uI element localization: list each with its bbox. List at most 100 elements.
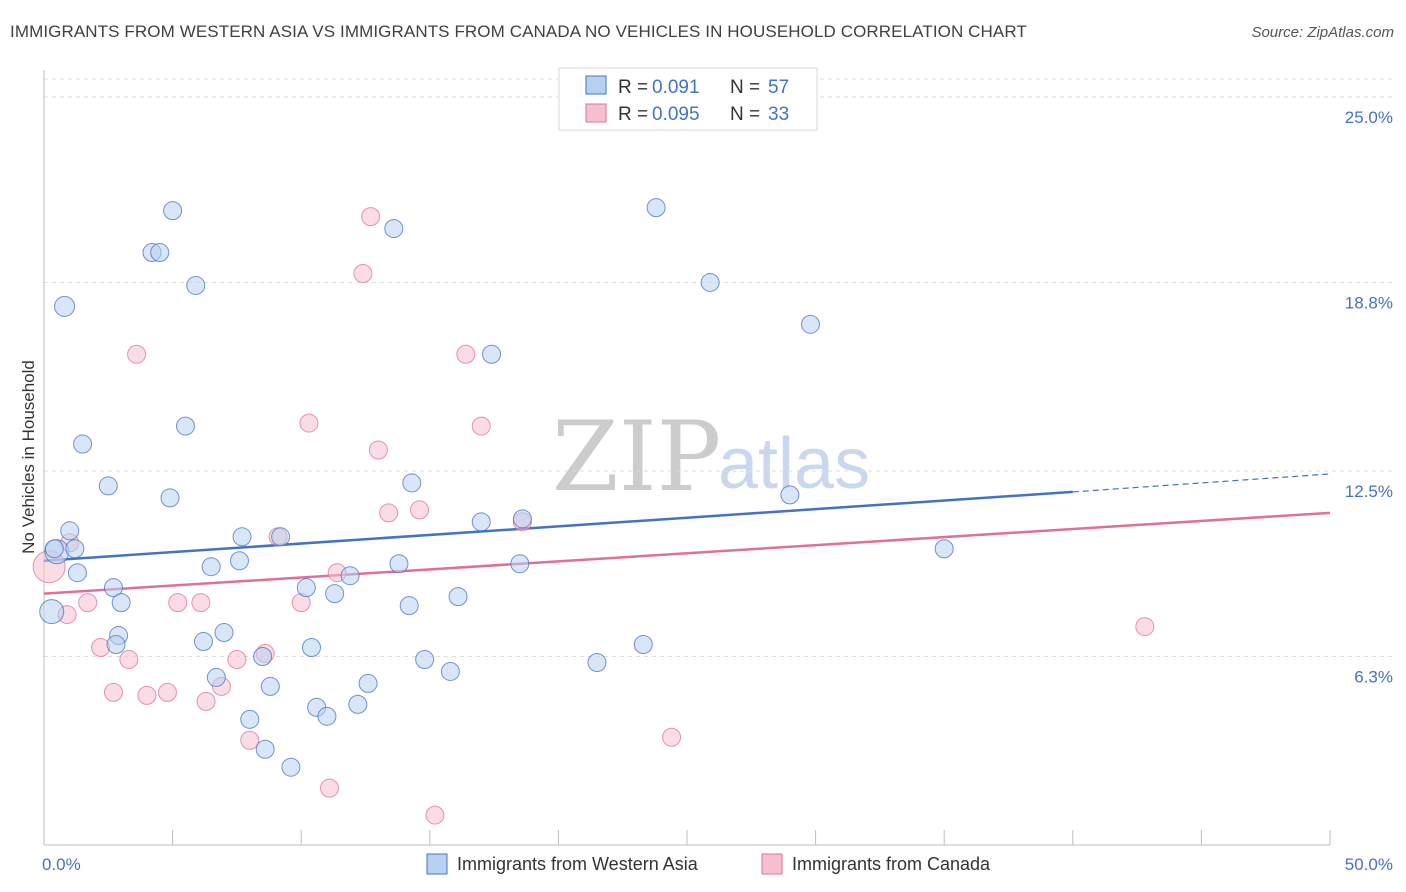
point-western-asia	[260, 676, 280, 696]
legend-n-value-2: 33	[768, 104, 789, 125]
point-western-asia	[73, 434, 93, 454]
point-canada	[227, 649, 247, 669]
point-western-asia	[800, 314, 820, 334]
point-canada	[137, 685, 157, 705]
legend: R = 0.091 N = 57 R = 0.095 N = 33	[558, 67, 818, 131]
point-western-asia	[389, 554, 409, 574]
y-tick-labels: 6.3% 12.5% 18.8% 25.0%	[1345, 108, 1393, 687]
trend-line-canada	[43, 511, 1331, 595]
point-western-asia	[150, 243, 170, 263]
point-western-asia	[700, 272, 720, 292]
legend-swatch-pink	[585, 103, 607, 123]
point-western-asia	[482, 344, 502, 364]
point-western-asia	[510, 554, 530, 574]
point-canada	[319, 778, 339, 798]
point-western-asia	[39, 599, 65, 625]
legend-r-label-1: R =	[618, 77, 648, 98]
point-western-asia	[186, 275, 206, 295]
point-western-asia	[633, 635, 653, 655]
y-tick-label: 18.8%	[1345, 293, 1393, 312]
grid	[44, 78, 1395, 657]
point-western-asia	[44, 539, 64, 559]
point-canada	[91, 638, 111, 658]
point-canada	[456, 344, 476, 364]
point-western-asia	[415, 649, 435, 669]
points	[32, 198, 1155, 825]
point-western-asia	[255, 739, 275, 759]
watermark-zip: ZIP	[552, 401, 721, 513]
point-western-asia	[317, 706, 337, 726]
point-western-asia	[471, 512, 491, 532]
point-western-asia	[175, 416, 195, 436]
point-western-asia	[160, 488, 180, 508]
point-western-asia	[240, 709, 260, 729]
point-canada	[353, 263, 373, 283]
y-axis-label: No Vehicles in Household	[19, 360, 38, 554]
point-western-asia	[193, 632, 213, 652]
legend-r-label-2: R =	[618, 104, 648, 125]
point-canada	[299, 413, 319, 433]
point-western-asia	[98, 476, 118, 496]
bottom-legend-label-western-asia: Immigrants from Western Asia	[457, 854, 699, 874]
legend-n-label-2: N =	[730, 104, 760, 125]
point-western-asia	[587, 652, 607, 672]
point-canada	[425, 805, 445, 825]
y-tick-label: 12.5%	[1345, 482, 1393, 501]
chart-title: IMMIGRANTS FROM WESTERN ASIA VS IMMIGRAN…	[10, 22, 1027, 41]
point-canada	[191, 593, 211, 613]
axes	[43, 70, 1331, 846]
point-western-asia	[440, 661, 460, 681]
point-western-asia	[281, 757, 301, 777]
point-western-asia	[214, 623, 234, 643]
point-western-asia	[448, 587, 468, 607]
point-western-asia	[201, 557, 221, 577]
point-canada	[361, 207, 381, 227]
point-canada	[471, 416, 491, 436]
bottom-legend: Immigrants from Western Asia Immigrants …	[426, 853, 991, 875]
legend-r-value-1: 0.091	[652, 77, 700, 98]
point-western-asia	[646, 198, 666, 218]
y-tick-label: 25.0%	[1345, 108, 1393, 127]
point-canada	[119, 649, 139, 669]
legend-n-value-1: 57	[768, 77, 789, 98]
legend-swatch-blue	[585, 75, 607, 95]
bottom-legend-swatch-western-asia	[426, 853, 448, 875]
point-western-asia	[325, 584, 345, 604]
point-western-asia	[358, 673, 378, 693]
trend-lines	[43, 473, 1331, 595]
point-western-asia	[253, 646, 273, 666]
point-canada	[240, 730, 260, 750]
point-western-asia	[348, 694, 368, 714]
point-western-asia	[399, 596, 419, 616]
point-canada	[410, 500, 430, 520]
point-western-asia	[54, 295, 76, 317]
point-western-asia	[206, 667, 226, 687]
trend-line-western-asia	[43, 490, 1073, 562]
point-canada	[368, 440, 388, 460]
point-canada	[379, 503, 399, 523]
point-western-asia	[60, 521, 80, 541]
point-western-asia	[512, 509, 532, 529]
source-label: Source: ZipAtlas.com	[1251, 24, 1394, 41]
trend-line-western-asia-extension	[1072, 473, 1331, 493]
point-western-asia	[67, 563, 87, 583]
point-western-asia	[163, 201, 183, 221]
point-canada	[196, 691, 216, 711]
point-western-asia	[384, 219, 404, 239]
point-western-asia	[103, 578, 123, 598]
point-western-asia	[106, 635, 126, 655]
point-western-asia	[229, 551, 249, 571]
legend-n-label-1: N =	[730, 77, 760, 98]
point-western-asia	[301, 638, 321, 658]
point-western-asia	[296, 578, 316, 598]
point-western-asia	[780, 485, 800, 505]
point-canada	[157, 682, 177, 702]
point-western-asia	[402, 473, 422, 493]
point-western-asia	[232, 527, 252, 547]
point-canada	[662, 727, 682, 747]
point-western-asia	[271, 527, 291, 547]
point-western-asia	[340, 566, 360, 586]
point-western-asia	[934, 539, 954, 559]
y-tick-label: 6.3%	[1354, 667, 1393, 686]
